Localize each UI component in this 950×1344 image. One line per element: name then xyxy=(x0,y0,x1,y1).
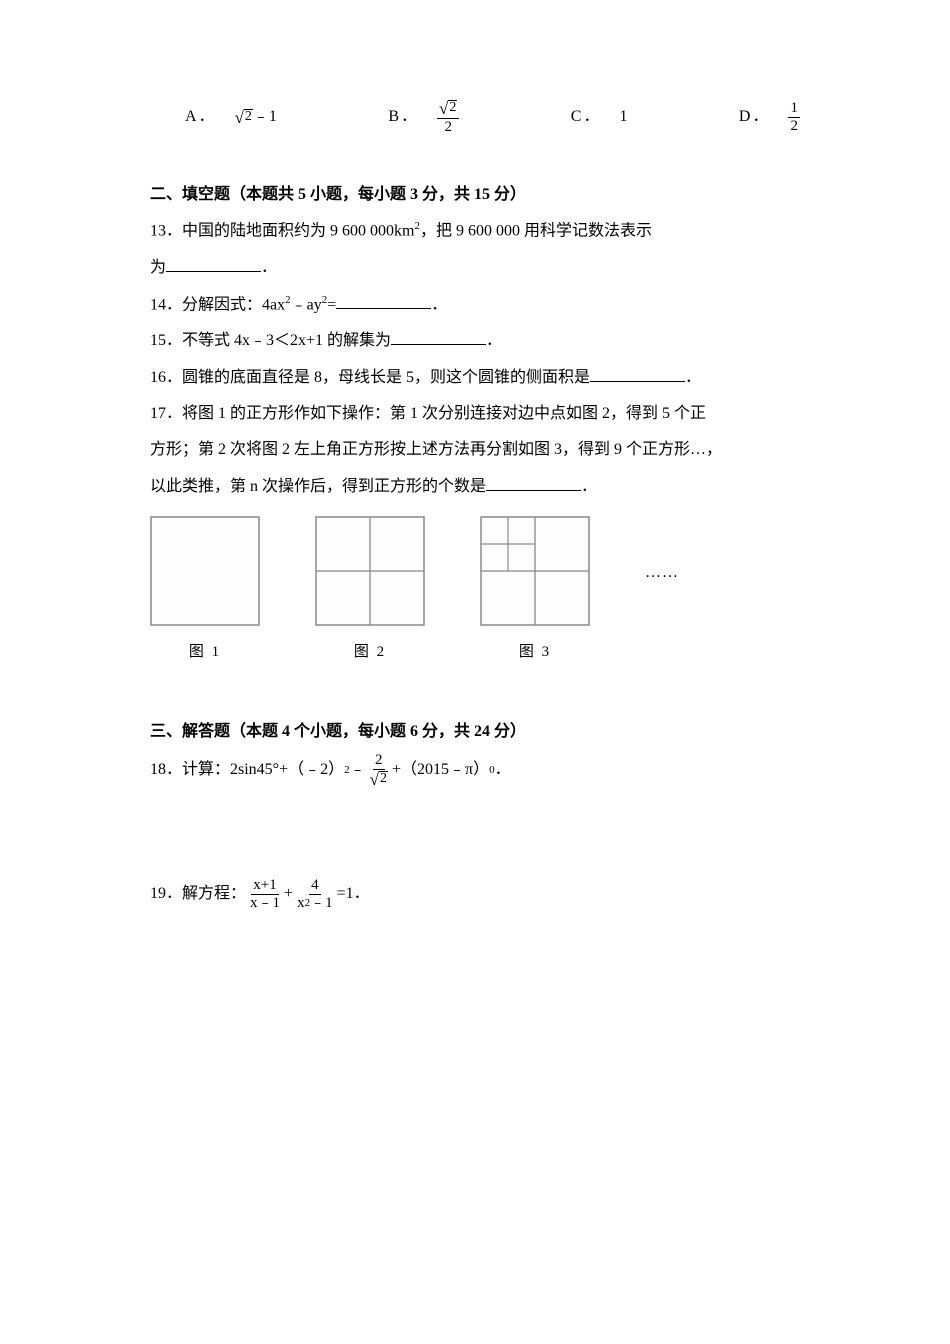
question-18: 18．计算：2sin45°+（﹣2）2 ﹣ 2 √2 +（2015﹣π）0． xyxy=(150,753,820,788)
option-b: B． √2 2 xyxy=(388,100,459,135)
option-label: A． xyxy=(185,102,217,132)
figure-3-svg xyxy=(480,516,590,626)
period: ． xyxy=(581,478,597,495)
blank-field xyxy=(590,364,685,382)
q17-text-a: 17．将图 1 的正方形作如下操作：第 1 次分别连接对边中点如图 2，得到 5… xyxy=(150,405,706,422)
period: ． xyxy=(685,369,701,386)
q13-text-c: 为 xyxy=(150,259,166,276)
period: ． xyxy=(261,259,277,276)
option-d: D． 1 2 xyxy=(739,100,800,135)
blank-field xyxy=(486,473,581,491)
option-b-value: √2 2 xyxy=(437,100,459,135)
q17-text-b: 方形；第 2 次将图 2 左上角正方形按上述方法再分割如图 3，得到 9 个正方… xyxy=(150,441,722,458)
q16-text: 16．圆锥的底面直径是 8，母线长是 5，则这个圆锥的侧面积是 xyxy=(150,369,590,386)
option-c: C． 1 xyxy=(571,100,628,135)
figure-3: 图 3 xyxy=(480,516,590,667)
figure-2: 图 2 xyxy=(315,516,425,667)
q13-text-b: ，把 9 600 000 用科学记数法表示 xyxy=(420,223,652,240)
option-c-value: 1 xyxy=(619,102,627,132)
q17-text-c: 以此类推，第 n 次操作后，得到正方形的个数是 xyxy=(150,478,486,495)
q18-text-a: 18．计算：2sin45°+（﹣2） xyxy=(150,755,344,785)
ellipsis-dots: …… xyxy=(645,558,679,624)
option-a: A． √2 ﹣1 xyxy=(185,100,277,135)
question-16: 16．圆锥的底面直径是 8，母线长是 5，则这个圆锥的侧面积是 ． xyxy=(150,363,820,393)
q14-text-a: 14．分解因式：4ax xyxy=(150,296,285,313)
figure-2-label: 图 2 xyxy=(354,638,386,667)
question-17-line3: 以此类推，第 n 次操作后，得到正方形的个数是 ． xyxy=(150,472,820,502)
option-label: C． xyxy=(571,102,602,132)
q13-text-a: 13．中国的陆地面积约为 9 600 000km xyxy=(150,223,414,240)
question-14: 14．分解因式：4ax2﹣ay2=． xyxy=(150,290,820,321)
option-d-value: 1 2 xyxy=(788,101,800,134)
equals-one: =1． xyxy=(337,879,370,909)
option-label: B． xyxy=(388,102,419,132)
section-3-header: 三、解答题（本题 4 个小题，每小题 6 分，共 24 分） xyxy=(150,717,820,747)
q18-text-b: ﹣ xyxy=(350,755,366,785)
blank-field xyxy=(336,291,431,309)
option-a-value: √2 ﹣1 xyxy=(235,102,277,132)
option-label: D． xyxy=(739,102,771,132)
q18-text-c: +（2015﹣π） xyxy=(392,755,489,785)
q14-text-c: = xyxy=(327,296,336,313)
blank-field xyxy=(166,255,261,273)
figure-2-svg xyxy=(315,516,425,626)
answer-options-row: A． √2 ﹣1 B． √2 2 C． 1 D． 1 2 xyxy=(150,100,820,135)
question-17-line1: 17．将图 1 的正方形作如下操作：第 1 次分别连接对边中点如图 2，得到 5… xyxy=(150,399,820,429)
fraction-2-over-root2: 2 √2 xyxy=(368,753,390,788)
q15-text: 15．不等式 4x﹣3＜2x+1 的解集为 xyxy=(150,332,391,349)
q14-text-b: ﹣ay xyxy=(291,296,322,313)
question-15: 15．不等式 4x﹣3＜2x+1 的解集为 ． xyxy=(150,326,820,356)
figure-1-label: 图 1 xyxy=(189,638,221,667)
question-13: 13．中国的陆地面积约为 9 600 000km2，把 9 600 000 用科… xyxy=(150,216,820,247)
period: ． xyxy=(486,332,502,349)
section-2-header: 二、填空题（本题共 5 小题，每小题 3 分，共 15 分） xyxy=(150,180,820,210)
figure-1-svg xyxy=(150,516,260,626)
blank-field xyxy=(391,328,486,346)
figure-3-label: 图 3 xyxy=(519,638,551,667)
q19-text-a: 19．解方程： xyxy=(150,879,246,909)
period: ． xyxy=(431,296,447,313)
plus-sign: + xyxy=(284,879,293,909)
question-19: 19．解方程： x+1 x﹣1 + 4 x2﹣1 =1． xyxy=(150,878,820,911)
fraction-2: 4 x2﹣1 xyxy=(295,878,335,911)
period: ． xyxy=(495,755,511,785)
figure-1: 图 1 xyxy=(150,516,260,667)
figures-row: 图 1 图 2 图 3 …… xyxy=(150,516,820,667)
question-17-line2: 方形；第 2 次将图 2 左上角正方形按上述方法再分割如图 3，得到 9 个正方… xyxy=(150,435,820,465)
question-13-cont: 为． xyxy=(150,253,820,283)
fraction-1: x+1 x﹣1 xyxy=(248,878,282,911)
